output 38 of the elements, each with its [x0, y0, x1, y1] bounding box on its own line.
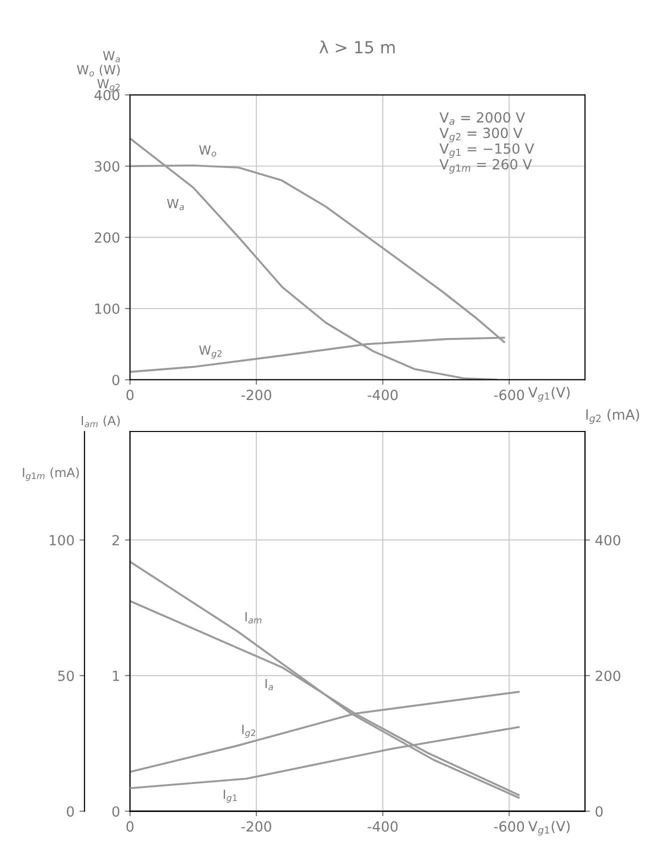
annotation: V$_{g1}$ = −150 V — [440, 143, 534, 158]
x-axis-title: V$_{g1}$(V) — [528, 820, 570, 836]
series-label: I$_{g1}$ — [224, 790, 237, 803]
y-tick-label: 2 — [112, 534, 119, 546]
y2-axis-title: I$_{g2}$ (mA) — [586, 409, 640, 424]
y-tick-label: 0 — [112, 374, 120, 386]
series-label: W$_{o}$ — [199, 145, 216, 157]
x-tick-label: -200 — [241, 390, 272, 400]
series-label: W$_{g2}$ — [199, 346, 222, 359]
x-tick-label: -200 — [241, 821, 272, 832]
y-tick-label: 300 — [94, 161, 120, 172]
x-tick-label: -400 — [368, 390, 398, 400]
x-tick-label: -600 — [494, 821, 524, 832]
chart-title: λ > 15 m — [319, 40, 395, 54]
x-tick-label: 0 — [126, 821, 134, 832]
annotation: V$_{g1m}$ = 260 V — [440, 159, 532, 174]
x-axis-title: V$_{g1}$(V) — [528, 386, 570, 402]
y3-tick-label: 100 — [50, 534, 74, 546]
y-tick-label: 100 — [95, 303, 120, 314]
y2-tick-label: 200 — [596, 670, 620, 682]
annotation: V$_{a}$ = 2000 V — [440, 112, 525, 125]
series-label: I$_{a}$ — [266, 678, 273, 690]
y3-tick-label: 50 — [58, 670, 74, 682]
y2-tick-label: 400 — [595, 534, 620, 546]
y-tick-label: 1 — [112, 670, 119, 681]
annotation: V$_{g2}$ = 300 V — [440, 128, 523, 142]
series-label: I$_{g2}$ — [242, 724, 256, 738]
x-tick-label: -600 — [494, 390, 524, 400]
y-axis-title: I$_{am}$ (A) — [82, 416, 120, 428]
y-tick-label: 200 — [94, 232, 120, 243]
x-tick-label: -400 — [368, 821, 398, 832]
y3-axis-title: I$_{g1m}$ (mA) — [22, 467, 79, 481]
y-tick-label: 0 — [112, 806, 120, 817]
y3-tick-label: 0 — [66, 806, 74, 817]
y2-tick-label: 0 — [596, 806, 603, 817]
series-label: W$_{a}$ — [167, 198, 184, 210]
series-label: I$_{am}$ — [245, 612, 262, 624]
x-tick-label: 0 — [126, 390, 134, 400]
